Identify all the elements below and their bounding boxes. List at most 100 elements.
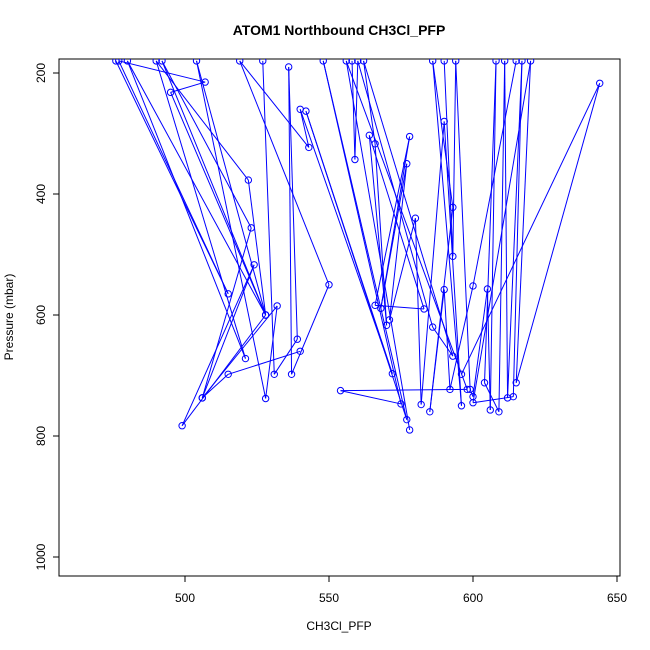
series-3-segment xyxy=(388,163,408,320)
data-point xyxy=(492,59,500,65)
series-1-segment xyxy=(118,60,206,83)
data-point xyxy=(112,59,120,65)
data-point xyxy=(512,379,520,387)
data-point xyxy=(483,285,492,293)
data-point xyxy=(336,386,345,395)
series-1-segment xyxy=(201,264,255,399)
x-tick-label: 550 xyxy=(319,591,339,605)
series-1-segment xyxy=(201,373,229,399)
data-point xyxy=(440,117,448,126)
series-4-segment xyxy=(484,60,497,383)
data-point xyxy=(449,203,457,212)
series-3-segment xyxy=(354,60,359,160)
x-tick-label: 500 xyxy=(175,591,195,605)
data-point xyxy=(261,394,270,403)
plot-frame xyxy=(58,58,621,577)
data-point xyxy=(411,214,420,222)
series-3-segment xyxy=(380,163,408,309)
data-point xyxy=(405,426,414,434)
data-point xyxy=(259,59,267,65)
data-point xyxy=(342,59,350,65)
data-point xyxy=(284,63,293,71)
series-3-segment xyxy=(414,218,422,405)
data-point xyxy=(270,370,278,378)
series-2-segment xyxy=(291,284,330,375)
data-point xyxy=(293,335,302,343)
data-point xyxy=(495,408,503,416)
series-3-segment xyxy=(363,60,454,357)
series-1-segment xyxy=(228,350,301,375)
series-4-segment xyxy=(507,60,523,398)
data-point xyxy=(354,59,362,65)
y-tick-label: 1000 xyxy=(34,543,48,570)
data-point xyxy=(224,370,232,378)
series-4-segment xyxy=(489,60,497,410)
data-point xyxy=(250,261,258,269)
series-3-segment xyxy=(449,285,474,390)
series-3-segment xyxy=(420,121,445,405)
data-point xyxy=(403,160,411,168)
data-point xyxy=(388,369,397,378)
data-point xyxy=(452,59,460,65)
series-4-segment xyxy=(461,83,601,375)
data-point xyxy=(348,59,356,65)
series-4-segment xyxy=(515,60,532,383)
data-point xyxy=(417,400,425,409)
data-point xyxy=(469,282,477,290)
series-4-segment xyxy=(484,382,500,413)
series-3-segment xyxy=(429,289,445,412)
series-4-segment xyxy=(443,60,454,257)
y-tick-label: 400 xyxy=(34,184,48,204)
data-point xyxy=(486,406,494,414)
x-tick-label: 650 xyxy=(607,591,627,605)
series-3-segment xyxy=(363,60,376,144)
data-point xyxy=(449,252,457,261)
data-point xyxy=(596,79,604,87)
series-2-segment xyxy=(288,66,298,340)
y-axis-label: Pressure (mbar) xyxy=(2,274,16,361)
series-4-segment xyxy=(486,288,491,410)
data-point xyxy=(273,302,281,310)
data-point xyxy=(152,59,160,65)
data-point xyxy=(440,59,448,65)
data-point xyxy=(198,394,206,402)
series-1-segment xyxy=(155,60,249,181)
data-point xyxy=(236,59,244,65)
series-1-segment xyxy=(196,60,267,316)
x-axis: 500 550 600 650 xyxy=(175,576,627,605)
series-2-segment xyxy=(345,60,411,431)
data-point xyxy=(469,399,477,407)
series-1-segment xyxy=(170,92,267,316)
series-1-segment xyxy=(126,60,267,316)
series-1-segment xyxy=(170,81,206,93)
series-4-segment xyxy=(512,60,523,397)
data-point xyxy=(115,59,123,65)
data-point xyxy=(166,88,175,97)
data-point xyxy=(526,59,535,65)
series-2-segment xyxy=(340,390,402,405)
series-2-segment xyxy=(305,110,408,420)
series-2-segment xyxy=(262,60,275,375)
data-point xyxy=(241,354,250,363)
data-point xyxy=(446,385,454,394)
data-point xyxy=(426,408,434,416)
series-2-segment xyxy=(299,109,310,148)
data-point xyxy=(420,305,428,313)
y-tick-label: 600 xyxy=(34,305,48,325)
series-1-segment xyxy=(155,60,246,359)
series-3-segment xyxy=(432,60,462,406)
data-point xyxy=(158,59,166,65)
series-4-segment xyxy=(469,389,474,397)
data-point xyxy=(261,311,270,319)
data-point xyxy=(457,370,466,378)
data-point xyxy=(480,379,489,387)
series-2-segment xyxy=(239,60,330,285)
data-point xyxy=(405,132,414,141)
series-2-segment xyxy=(239,60,310,148)
series-3-segment xyxy=(357,60,434,328)
data-point xyxy=(466,385,474,394)
x-tick-label: 600 xyxy=(463,591,483,605)
series-3-segment xyxy=(351,60,356,160)
series-1-segment xyxy=(201,227,252,399)
